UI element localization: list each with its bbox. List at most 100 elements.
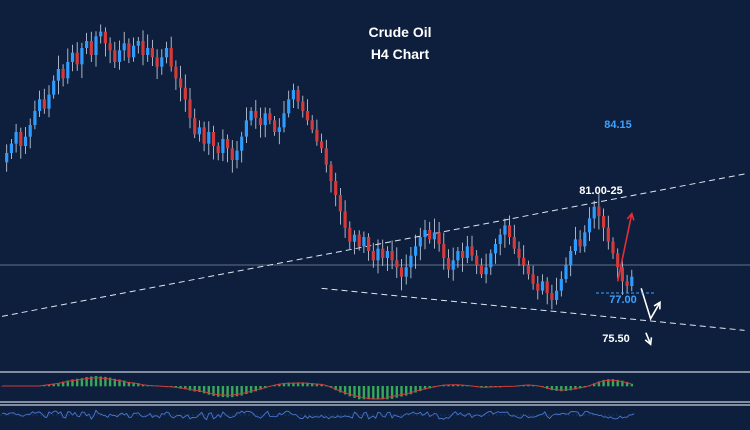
histogram-bar xyxy=(198,386,201,393)
bearish-candle xyxy=(226,139,230,149)
bearish-candle xyxy=(268,113,272,121)
bearish-candle xyxy=(526,265,530,275)
bullish-candle xyxy=(249,111,253,121)
bullish-candle xyxy=(484,267,488,275)
histogram-bar xyxy=(273,384,276,387)
bullish-candle xyxy=(409,255,413,268)
bullish-candle xyxy=(352,234,357,242)
histogram-bar xyxy=(630,383,633,387)
histogram-bar xyxy=(625,382,629,387)
bullish-candle xyxy=(630,276,634,286)
bullish-candle xyxy=(28,125,32,137)
trendline-layer xyxy=(1,173,745,331)
bullish-candle xyxy=(493,244,498,254)
bullish-candle xyxy=(207,132,211,144)
bullish-candle xyxy=(80,48,84,65)
bearish-candle xyxy=(211,132,216,146)
histogram-bar xyxy=(217,386,220,397)
histogram-bar xyxy=(428,386,431,389)
forecast-arrows-layer xyxy=(616,212,661,346)
histogram-bar xyxy=(292,382,295,387)
histogram-bar xyxy=(607,379,610,387)
bullish-candle xyxy=(277,127,281,132)
bullish-candle xyxy=(9,143,13,153)
bullish-candle xyxy=(451,260,455,270)
histogram-bar xyxy=(245,386,248,395)
bullish-candle xyxy=(146,48,150,55)
bullish-candle xyxy=(160,57,164,67)
histogram-bar xyxy=(564,386,568,391)
bullish-candle xyxy=(164,48,169,58)
histogram-bar xyxy=(442,384,445,387)
histogram-bar xyxy=(61,381,65,387)
bullish-candle xyxy=(573,239,577,251)
bearish-candle xyxy=(606,227,610,242)
histogram-bar xyxy=(616,379,619,387)
bearish-candle xyxy=(357,234,361,247)
bearish-candle xyxy=(334,181,338,195)
bearish-candle xyxy=(512,237,516,249)
bearish-candle xyxy=(254,111,258,118)
bearish-candle xyxy=(296,90,300,102)
histogram-bar xyxy=(52,383,55,387)
histogram-bar xyxy=(235,386,239,397)
bullish-candle xyxy=(85,41,89,48)
bearish-candle xyxy=(442,244,446,258)
histogram-bar xyxy=(546,386,549,389)
histogram-bar xyxy=(574,386,577,390)
bullish-candle xyxy=(376,248,380,261)
histogram-bar xyxy=(621,380,624,387)
bearish-candle xyxy=(273,120,277,132)
histogram-bar xyxy=(372,386,375,400)
histogram-bar xyxy=(278,383,281,387)
histogram-bar xyxy=(282,382,286,387)
bearish-candle xyxy=(258,118,263,125)
bearish-candle xyxy=(193,118,197,135)
histogram-bar xyxy=(358,386,361,400)
bearish-candle xyxy=(550,293,554,300)
bullish-candle xyxy=(385,251,389,258)
bearish-candle xyxy=(381,248,385,258)
histogram-bar xyxy=(76,378,79,387)
bearish-candle xyxy=(315,129,319,142)
bearish-candle xyxy=(329,164,333,181)
histogram-bar xyxy=(339,386,342,393)
bullish-candle xyxy=(555,290,559,300)
histogram-bar xyxy=(71,379,74,387)
bearish-candle xyxy=(338,195,342,212)
bearish-candle xyxy=(61,69,65,79)
histogram-bar xyxy=(423,386,427,390)
histogram-bar xyxy=(414,386,417,393)
histogram-bar xyxy=(137,383,140,387)
oscillator-line xyxy=(1,409,635,421)
bullish-candle xyxy=(592,206,596,219)
histogram-bar xyxy=(602,379,605,387)
histogram-bar xyxy=(99,376,102,387)
bullish-candle xyxy=(432,232,436,240)
bearish-candle xyxy=(536,283,540,291)
histogram-bar xyxy=(249,386,253,393)
histogram-bar xyxy=(456,384,460,387)
bearish-candle xyxy=(127,43,131,58)
trendline-lower-channel xyxy=(321,287,745,331)
bearish-candle xyxy=(348,227,352,242)
bearish-candle xyxy=(399,267,404,277)
histogram-bar xyxy=(226,386,229,398)
bullish-candle xyxy=(56,69,60,81)
histogram-bar xyxy=(447,384,450,387)
bearish-candle xyxy=(475,255,479,265)
bullish-candle xyxy=(14,132,18,144)
forecast-arrow-down-then-up-head xyxy=(653,300,661,310)
bullish-candle xyxy=(287,99,291,114)
histogram-bar xyxy=(57,382,60,387)
bearish-candle xyxy=(310,120,314,130)
bullish-candle xyxy=(94,36,98,55)
histogram-bar xyxy=(400,386,403,397)
bearish-candle xyxy=(517,248,521,258)
histogram-bar xyxy=(188,386,192,391)
histogram-bar xyxy=(395,386,398,398)
bearish-candle xyxy=(531,274,535,284)
histogram-bar xyxy=(390,386,394,399)
histogram-bar xyxy=(296,382,300,387)
